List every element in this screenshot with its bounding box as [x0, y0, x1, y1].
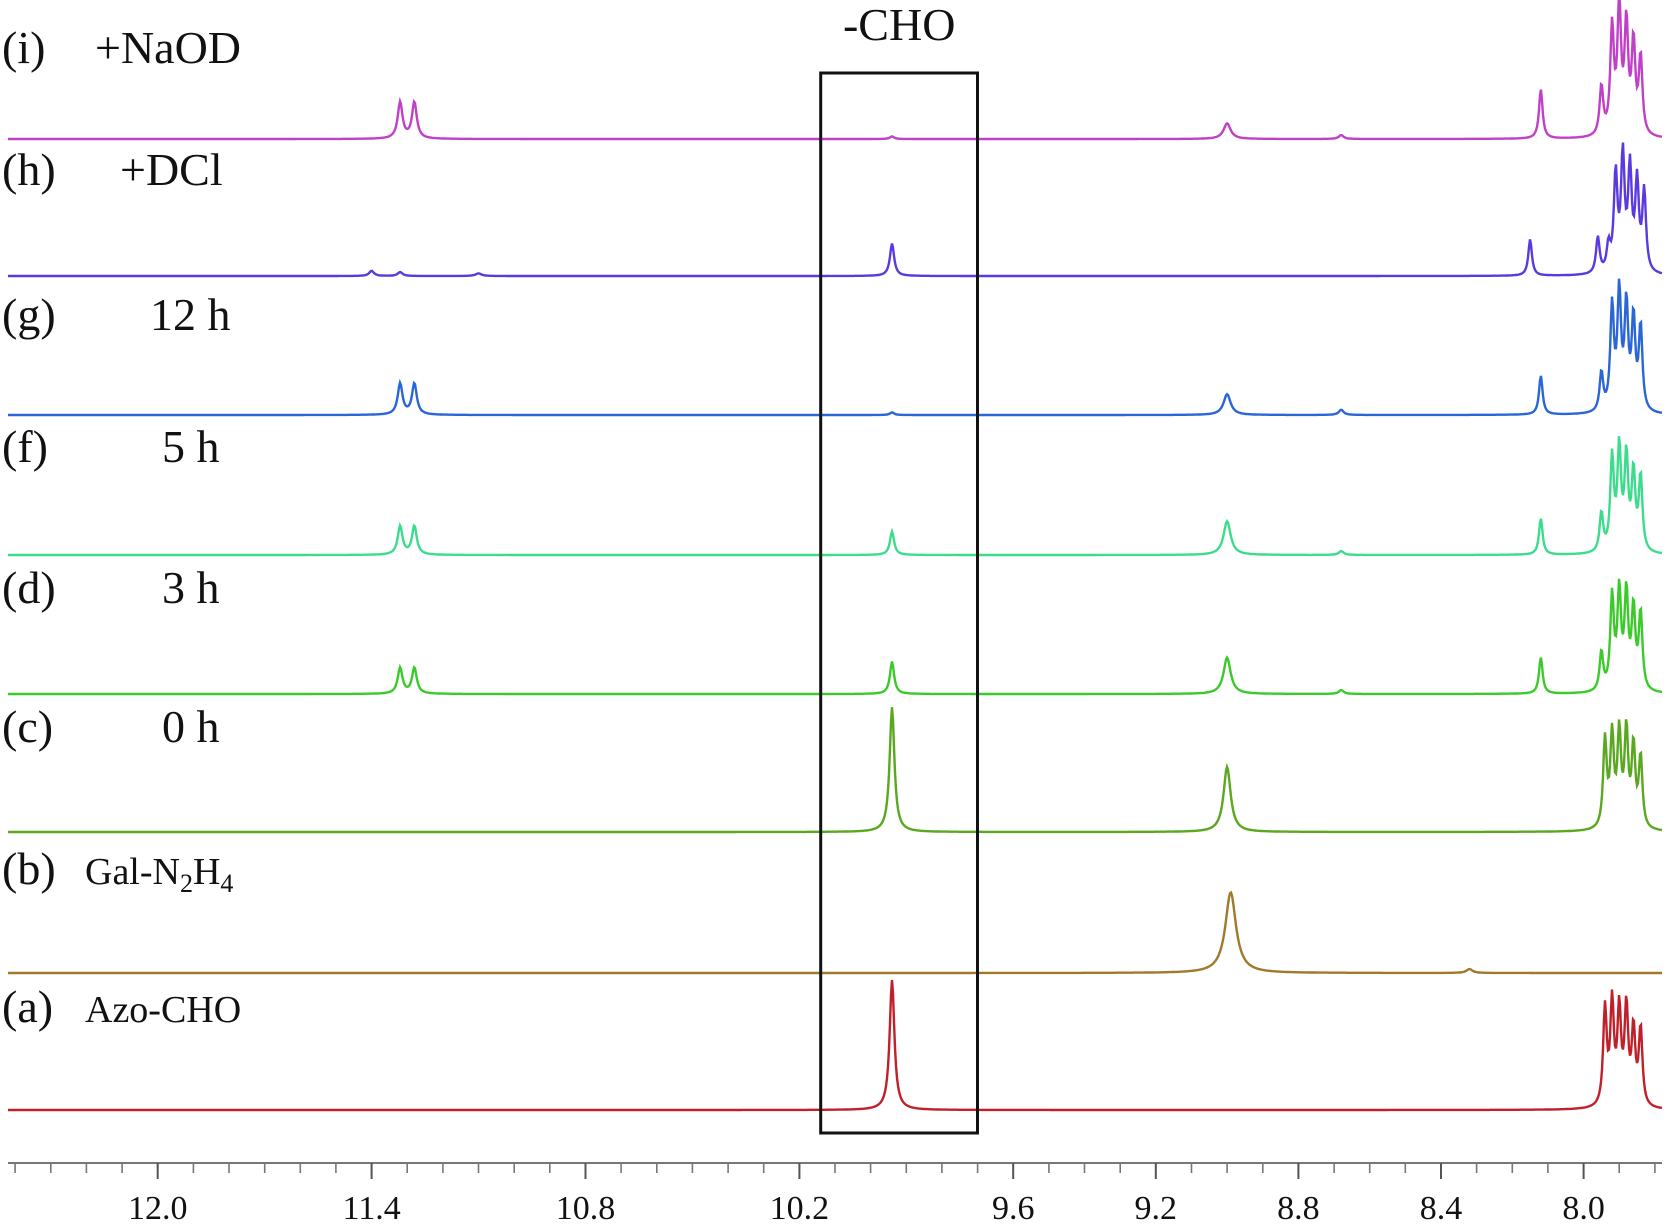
series-letter-h: (h): [2, 144, 56, 195]
series-letter-d: (d): [2, 562, 56, 613]
spectrum-line-g: [8, 278, 1663, 417]
x-tick-label: 9.2: [1135, 1190, 1178, 1224]
spectrum-d: (d) 3 h: [2, 562, 1663, 696]
spectrum-i: (i) +NaOD: [2, 0, 1663, 141]
spectrum-line-d: [8, 578, 1663, 696]
series-letter-i: (i): [2, 22, 45, 73]
series-label-h: +DCl: [120, 144, 223, 195]
x-tick-label: 9.6: [992, 1190, 1035, 1224]
cho-highlight-layer: -CHO: [819, 0, 980, 1135]
series-letter-f: (f): [2, 421, 48, 472]
series-label-c: 0 h: [162, 701, 220, 752]
x-tick-label: 10.8: [556, 1190, 616, 1224]
series-letter-c: (c): [2, 701, 53, 752]
series-letter-g: (g): [2, 289, 56, 340]
x-axis: 12.0 11.4 10.8 10.2 9.6 9.2 8.8 8.4 8.0: [8, 1162, 1662, 1224]
series-label-g: 12 h: [150, 289, 231, 340]
x-tick-label: 8.4: [1420, 1190, 1463, 1224]
spectrum-f: (f) 5 h: [2, 421, 1663, 557]
spectra-layer: (a) Azo-CHO(b) Gal-N2H4(c) 0 h(d) 3 h(f) 5 h(…: [2, 0, 1663, 1112]
series-letter-b: (b): [2, 843, 56, 894]
spectrum-line-f: [8, 436, 1663, 557]
series-label-i: +NaOD: [95, 22, 241, 73]
x-tick-label: 12.0: [128, 1190, 188, 1224]
spectrum-a: (a) Azo-CHO: [2, 979, 1663, 1112]
spectrum-b: (b) Gal-N2H4: [2, 843, 1662, 975]
x-tick-label: 10.2: [770, 1190, 830, 1224]
series-label-a: Azo-CHO: [85, 989, 241, 1031]
series-label-d: 3 h: [162, 562, 220, 613]
cho-box-label: -CHO: [843, 0, 955, 50]
spectrum-line-c: [8, 707, 1663, 834]
cho-highlight-box: [819, 71, 980, 1135]
spectrum-g: (g) 12 h: [2, 278, 1663, 417]
series-letter-a: (a): [2, 981, 53, 1032]
spectrum-line-h: [8, 142, 1663, 278]
spectrum-c: (c) 0 h: [2, 701, 1663, 834]
spectrum-line-a: [8, 979, 1663, 1112]
series-label-b: Gal-N2H4: [85, 851, 233, 898]
series-label-f: 5 h: [162, 421, 220, 472]
spectrum-h: (h) +DCl: [2, 142, 1663, 278]
x-tick-label: 8.0: [1562, 1190, 1605, 1224]
spectrum-line-b: [8, 890, 1662, 975]
x-tick-label: 11.4: [342, 1190, 400, 1224]
spectrum-line-i: [8, 0, 1663, 141]
x-tick-label: 8.8: [1277, 1190, 1320, 1224]
